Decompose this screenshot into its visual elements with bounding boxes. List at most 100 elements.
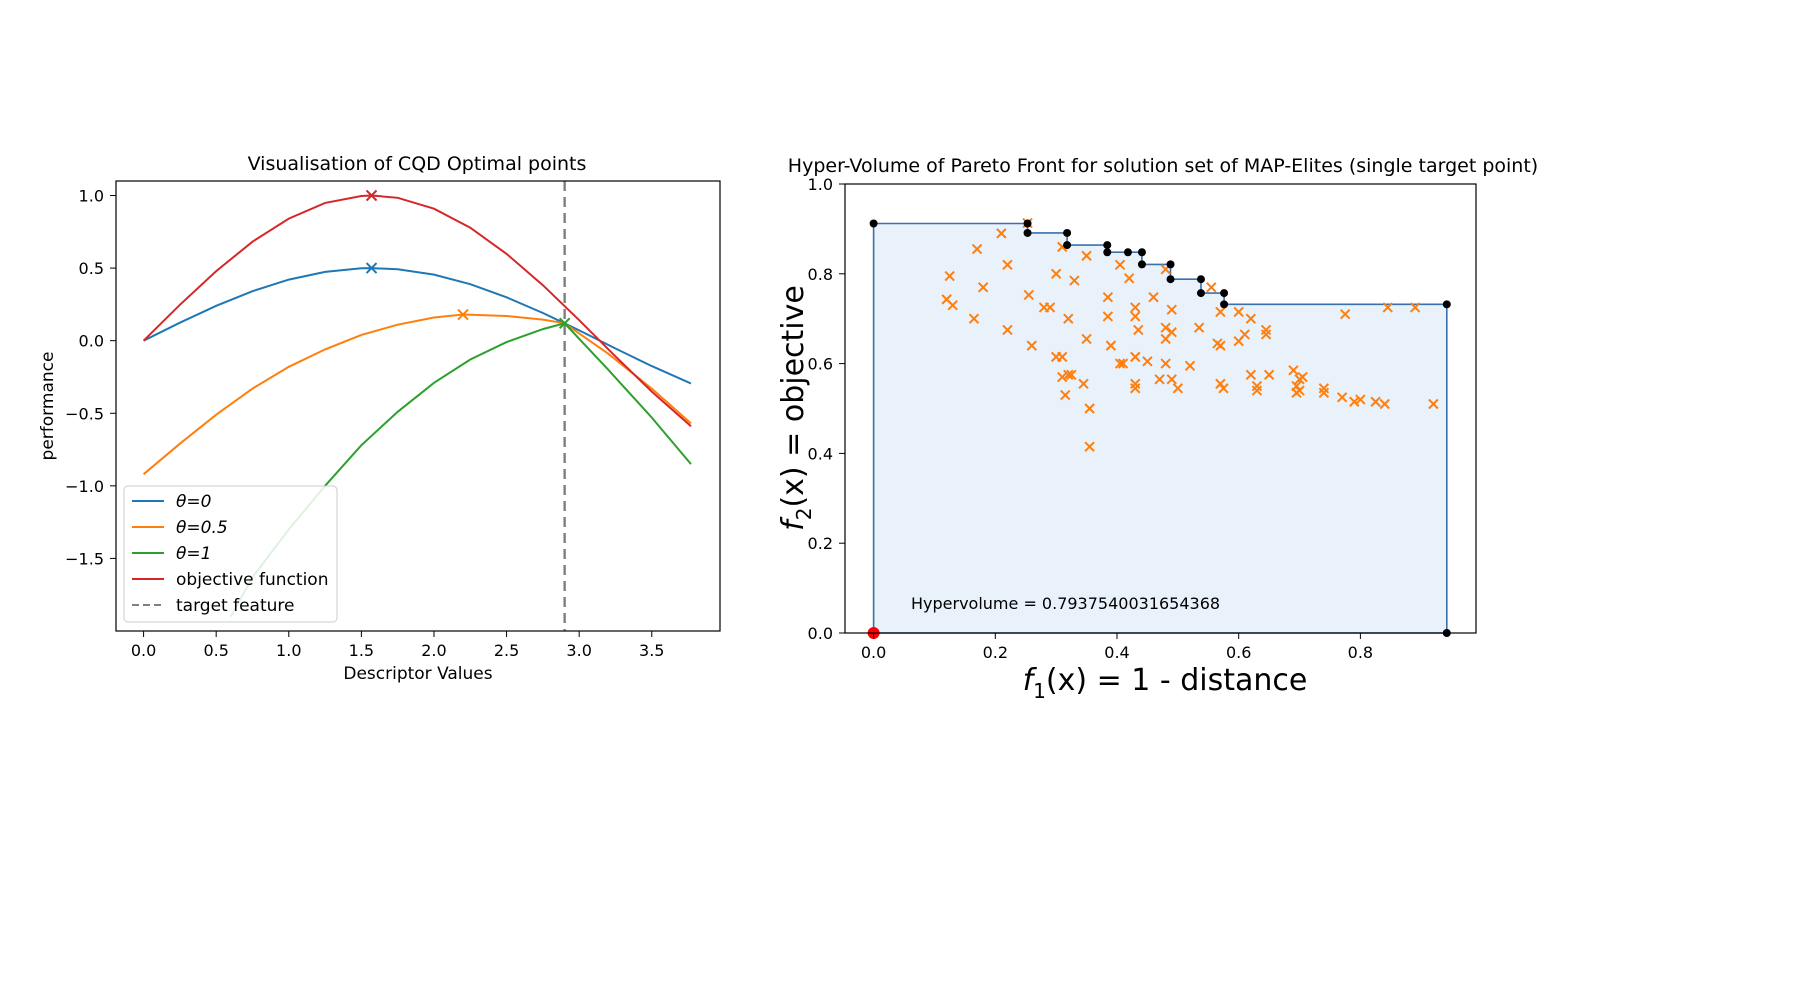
solution-marker-stroke-b [1057,351,1068,363]
solution-marker [1336,392,1348,403]
solution-marker-stroke-b [1318,387,1330,398]
chart1-x-ticks: 0.0 0.5 1.0 1.5 2.0 2.5 3.0 3.5 [131,631,664,660]
solution-marker [1081,250,1092,262]
solution-marker [1057,351,1068,363]
solution-marker-stroke-b [1355,394,1366,405]
front-point [1023,228,1032,237]
solution-marker [1160,358,1171,369]
chart1-optimum-markers [365,189,571,329]
solution-markers [941,217,1439,452]
solution-marker [1251,380,1263,392]
optimum-marker-1-stroke-b [457,308,469,321]
chart2-y-label-sub: 2 [792,508,816,521]
solution-marker [1260,329,1272,340]
solution-marker-stroke-b [1069,275,1080,286]
solution-marker [1166,304,1177,315]
y-tick-label: −1.5 [65,549,104,568]
y-tick-label: 1.0 [808,175,833,194]
front-point [1103,248,1112,257]
legend-label-target: target feature [176,596,294,616]
optimum-marker-0 [365,262,378,274]
front-point [1442,300,1451,309]
solution-marker-stroke-b [941,294,952,305]
solution-marker-stroke-b [1154,374,1165,385]
solution-marker-stroke-b [1130,351,1141,363]
solution-marker-stroke-b [977,282,989,293]
solution-marker-stroke-b [1370,396,1381,407]
solution-marker [1251,385,1263,396]
solution-marker-stroke-b [1050,268,1062,280]
chart2-plot-area [844,183,1477,634]
solution-marker [1218,383,1229,394]
front-point [1166,275,1175,284]
solution-marker [1057,371,1068,383]
chart2-y-ticks: 0.0 0.2 0.4 0.6 0.8 1.0 [808,175,845,643]
x-tick-label: 1.0 [276,641,301,660]
solution-marker [1023,289,1034,301]
solution-marker-stroke-b [1057,371,1068,383]
solution-marker-stroke-b [1184,360,1196,372]
solution-marker [1184,360,1196,372]
x-tick-label: 2.0 [421,641,446,660]
solution-marker-stroke-b [1291,387,1302,398]
legend-label-theta1: θ=1 [176,544,211,564]
solution-marker-stroke-b [1114,259,1126,271]
x-tick-label: 0.2 [983,643,1008,662]
solution-marker [1233,306,1244,318]
y-tick-label: 0.2 [808,534,833,553]
solution-marker-stroke-b [1105,340,1117,351]
solution-marker [1215,306,1226,318]
y-tick-label: 1.0 [79,187,104,206]
x-tick-label: 2.5 [494,641,519,660]
y-tick-label: 0.5 [79,259,104,278]
legend-label-theta05: θ=0.5 [176,518,228,538]
legend-label-objective: objective function [176,570,328,590]
solution-marker-stroke-b [1148,291,1159,303]
solution-marker [1382,302,1393,313]
solution-marker-stroke-b [1142,356,1153,367]
solution-marker-stroke-b [1081,333,1092,345]
solution-marker-stroke-b [1078,378,1089,390]
solution-marker-stroke-b [1318,383,1330,394]
hypervolume-annotation: Hypervolume = 0.7937540031654368 [911,594,1220,613]
solution-marker [1102,291,1114,303]
solution-marker-stroke-b [1245,313,1257,324]
x-tick-label: 0.0 [861,643,886,662]
solution-marker-stroke-b [1379,398,1390,410]
solution-marker [1105,340,1117,351]
solution-marker [1130,383,1141,394]
solution-marker-stroke-b [1166,374,1177,385]
front-point [1137,248,1146,257]
solution-marker-stroke-b [1130,311,1141,322]
chart1-y-ticks: 1.0 0.5 0.0 −0.5 −1.0 −1.5 [65,187,116,568]
front-point [1023,219,1032,228]
solution-marker [1063,369,1074,381]
solution-marker-stroke-b [1193,322,1205,333]
front-point [1196,289,1205,298]
solution-marker [1084,441,1095,452]
solution-marker-stroke-b [1339,309,1351,320]
solution-marker [1245,313,1257,324]
solution-marker [944,270,955,282]
y-tick-label: 0.4 [808,444,833,463]
solution-marker [1263,369,1275,381]
solution-marker-stroke-b [1130,378,1141,390]
solution-marker-stroke-b [1160,358,1171,369]
solution-marker-stroke-b [1166,304,1177,315]
solution-marker-stroke-b [1294,374,1305,385]
solution-marker [1215,340,1226,351]
solution-marker [968,313,980,324]
solution-marker-stroke-b [1060,389,1071,401]
solution-marker-stroke-b [1336,392,1348,403]
solution-marker-stroke-b [1084,403,1095,414]
chart2-title: Hyper-Volume of Pareto Front for solutio… [788,155,1538,177]
solution-marker-stroke-b [1382,302,1393,313]
front-point [1137,260,1146,269]
x-tick-label: 1.5 [349,641,374,660]
solution-marker [971,243,983,255]
hypervolume-pareto-chart: Hyper-Volume of Pareto Front for solutio… [776,155,1538,703]
chart2-x-label: f1(x) = 1 - distance [1023,663,1308,703]
solution-marker [1160,322,1171,333]
solution-marker [1409,302,1421,313]
